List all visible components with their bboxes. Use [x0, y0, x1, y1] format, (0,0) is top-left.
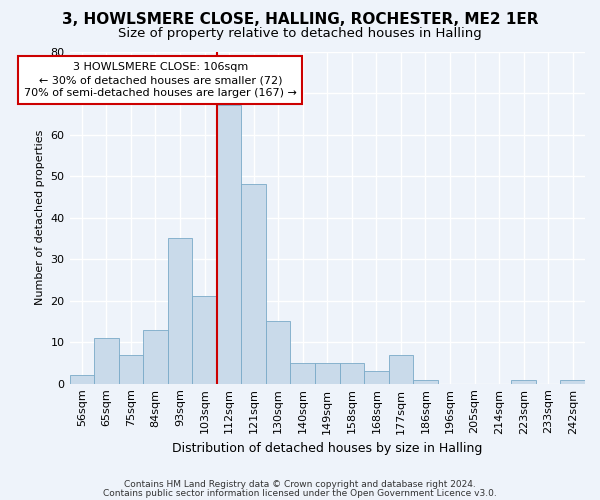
Bar [364, 371, 389, 384]
Bar [266, 322, 290, 384]
Text: Size of property relative to detached houses in Halling: Size of property relative to detached ho… [118, 28, 482, 40]
Bar [119, 354, 143, 384]
Text: 3, HOWLSMERE CLOSE, HALLING, ROCHESTER, ME2 1ER: 3, HOWLSMERE CLOSE, HALLING, ROCHESTER, … [62, 12, 538, 28]
Bar [315, 363, 340, 384]
Bar [70, 376, 94, 384]
Text: 3 HOWLSMERE CLOSE: 106sqm
← 30% of detached houses are smaller (72)
70% of semi-: 3 HOWLSMERE CLOSE: 106sqm ← 30% of detac… [24, 62, 297, 98]
Bar [413, 380, 438, 384]
Bar [192, 296, 217, 384]
Bar [511, 380, 536, 384]
Text: Contains HM Land Registry data © Crown copyright and database right 2024.: Contains HM Land Registry data © Crown c… [124, 480, 476, 489]
Bar [241, 184, 266, 384]
Y-axis label: Number of detached properties: Number of detached properties [35, 130, 45, 306]
Bar [340, 363, 364, 384]
Bar [167, 238, 192, 384]
Bar [560, 380, 585, 384]
X-axis label: Distribution of detached houses by size in Halling: Distribution of detached houses by size … [172, 442, 482, 455]
Bar [94, 338, 119, 384]
Bar [290, 363, 315, 384]
Text: Contains public sector information licensed under the Open Government Licence v3: Contains public sector information licen… [103, 488, 497, 498]
Bar [389, 354, 413, 384]
Bar [143, 330, 167, 384]
Bar [217, 106, 241, 384]
